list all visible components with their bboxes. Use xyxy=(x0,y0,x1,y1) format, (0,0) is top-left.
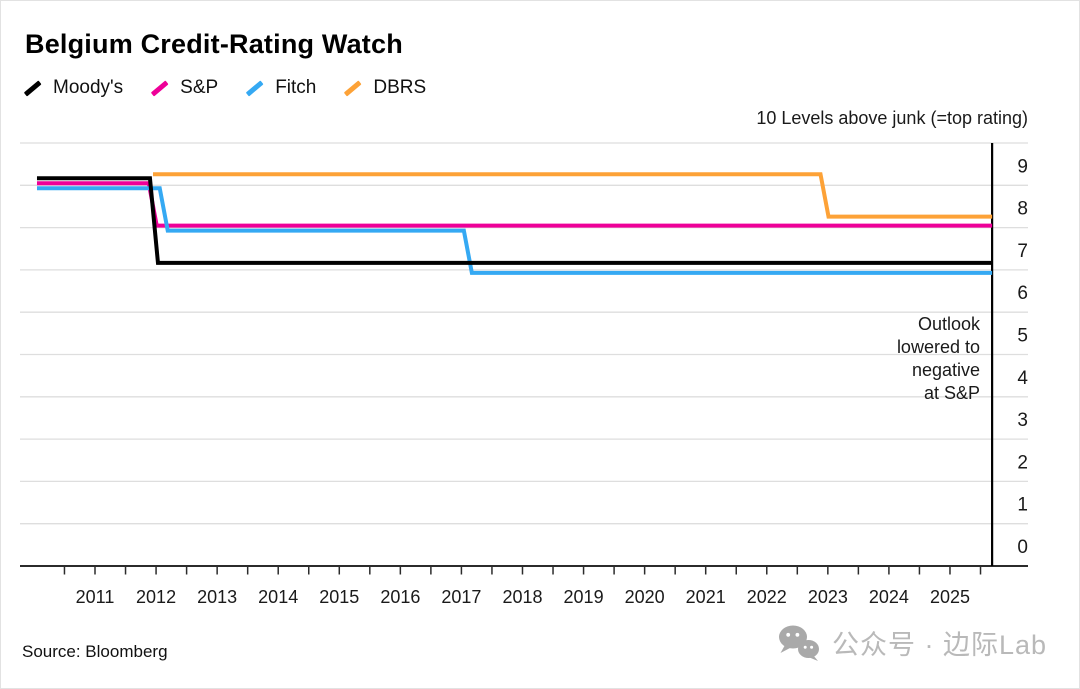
x-tick-label: 2014 xyxy=(258,587,298,607)
legend-item-dbrs: DBRS xyxy=(343,77,426,99)
y-tick-label: 8 xyxy=(1017,199,1028,220)
series-line-moodys xyxy=(36,176,993,265)
x-tick-label: 2019 xyxy=(564,587,604,607)
x-tick-label: 2025 xyxy=(930,587,970,607)
x-tick-label: 2020 xyxy=(625,587,665,607)
x-tick-label: 2016 xyxy=(380,587,420,607)
y-tick-label: 7 xyxy=(1017,241,1028,262)
legend-item-moodys: Moody's xyxy=(23,77,123,99)
legend-label: S&P xyxy=(180,77,219,98)
wechat-icon xyxy=(778,625,819,661)
y-tick-label: 5 xyxy=(1017,326,1028,347)
x-tick-label: 2013 xyxy=(197,587,237,607)
x-tick-label: 2015 xyxy=(319,587,359,607)
watermark: 公众号 · 边际Lab xyxy=(776,623,1047,662)
legend-label: Moody's xyxy=(53,77,124,98)
y-tick-label: 2 xyxy=(1017,452,1028,473)
legend: Moody's S&P Fitch DBRS xyxy=(23,77,426,99)
y-tick-label: 4 xyxy=(1017,368,1028,389)
chart-annotation: Outlook lowered to negative at S&P xyxy=(896,314,980,403)
y-tick-label: 9 xyxy=(1017,156,1028,177)
x-tick-label: 2017 xyxy=(441,587,481,607)
legend-label: DBRS xyxy=(373,77,427,98)
y-tick-label: 1 xyxy=(1017,495,1028,516)
y-axis-title: 10 Levels above junk (=top rating) xyxy=(756,108,1028,128)
series-line-sp xyxy=(36,181,993,228)
y-tick-label: 3 xyxy=(1017,410,1028,431)
series-line-fitch xyxy=(36,186,993,275)
x-tick-label: 2022 xyxy=(747,587,787,607)
page-title: Belgium Credit-Rating Watch xyxy=(25,29,403,59)
y-tick-label: 0 xyxy=(1017,537,1028,558)
legend-label: Fitch xyxy=(275,77,317,98)
x-tick-label: 2021 xyxy=(686,587,726,607)
legend-item-fitch: Fitch xyxy=(245,77,316,99)
source-note: Source: Bloomberg xyxy=(22,642,168,661)
x-tick-label: 2024 xyxy=(869,587,909,607)
y-tick-label: 6 xyxy=(1017,283,1028,304)
series-line-dbrs xyxy=(153,172,993,219)
x-tick-label: 2012 xyxy=(136,587,176,607)
x-tick-label: 2011 xyxy=(76,587,115,607)
x-tick-label: 2023 xyxy=(808,587,848,607)
x-tick-label: 2018 xyxy=(502,587,542,607)
legend-item-sp: S&P xyxy=(150,77,218,99)
watermark-text: 公众号 · 边际Lab xyxy=(831,630,1047,660)
